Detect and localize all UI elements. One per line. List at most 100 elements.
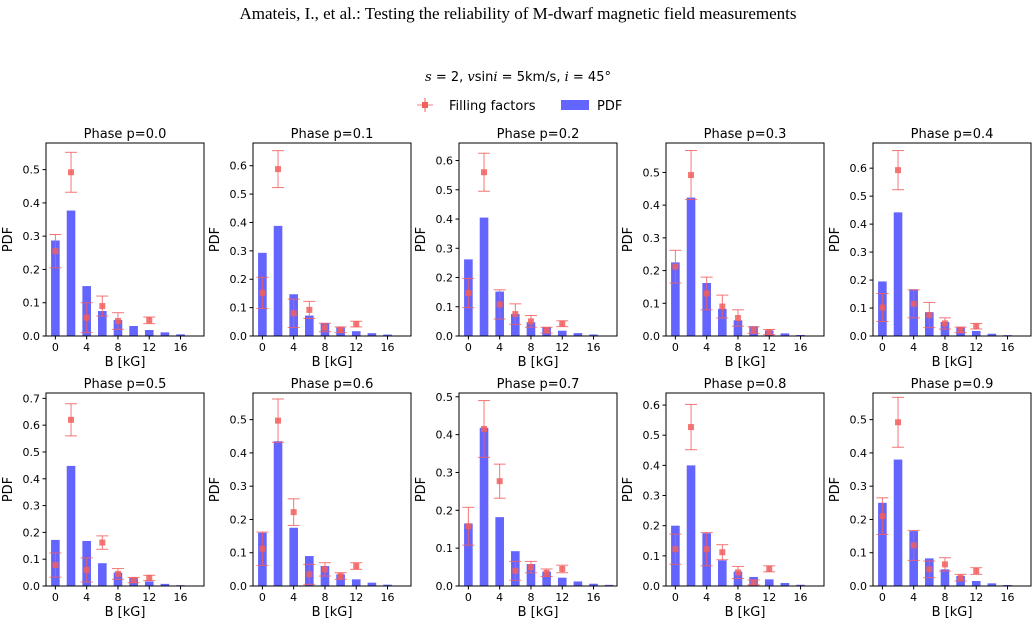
pdf-bar — [66, 210, 76, 336]
filling-marker — [496, 478, 503, 485]
y-tick-label: 0.6 — [850, 162, 868, 175]
filling-marker — [99, 539, 106, 546]
subplot-title: Phase p=0.3 — [704, 127, 787, 142]
filling-marker — [672, 263, 679, 270]
filling-marker — [83, 566, 90, 573]
pdf-bar — [273, 225, 283, 336]
x-tick-label: 12 — [349, 591, 363, 604]
filling-marker — [337, 326, 344, 333]
y-axis-label: PDF — [828, 477, 843, 502]
x-tick-label: 8 — [527, 341, 534, 354]
filling-marker — [766, 565, 773, 572]
y-axis-label: PDF — [1, 477, 16, 502]
filling-marker — [290, 509, 297, 516]
pdf-bar — [464, 523, 473, 586]
y-tick-label: 0.1 — [850, 302, 868, 315]
filling-marker — [527, 564, 534, 571]
subplot-title: Phase p=0.7 — [497, 377, 580, 392]
y-tick-label: 0.3 — [850, 246, 868, 259]
pdf-bar — [351, 331, 361, 336]
suptitle-part: i — [565, 70, 569, 85]
y-tick-label: 0.4 — [230, 216, 248, 229]
suptitle-part: i — [493, 70, 497, 85]
filling-marker — [688, 172, 695, 179]
filling-marker — [957, 326, 964, 333]
y-tick-label: 0.5 — [230, 188, 248, 201]
suptitle-part: = 5km/s, — [498, 70, 565, 85]
pdf-bar — [160, 332, 170, 336]
pdf-bar — [893, 459, 903, 586]
axes-frame — [458, 392, 618, 587]
x-tick-label: 0 — [879, 341, 886, 354]
subplots: 0 4 8 12 16 0.0 0.1 0.2 0.3 0.4 0.5 Phase p=0.0 B [k… — [1, 127, 1032, 620]
pdf-bar — [383, 334, 392, 336]
y-tick-label: 0.2 — [436, 504, 454, 517]
x-tick-label: 16 — [1001, 341, 1015, 354]
y-axis-label: PDF — [621, 227, 636, 252]
x-tick-label: 16 — [794, 591, 808, 604]
pdf-bar — [479, 217, 489, 336]
x-tick-label: 0 — [465, 591, 472, 604]
y-tick-label: 0.5 — [436, 391, 454, 404]
legend: Filling factors PDF — [417, 98, 622, 114]
suptitle-part: s — [425, 70, 432, 85]
y-tick-label: 0.0 — [850, 330, 868, 343]
filling-marker — [290, 310, 297, 317]
pdf-bar — [273, 441, 283, 586]
axes-frame — [252, 392, 412, 587]
y-tick-label: 0.4 — [436, 429, 454, 442]
x-tick-label: 12 — [969, 341, 983, 354]
suptitle-part: = 45° — [569, 70, 611, 85]
y-tick-label: 0.4 — [643, 199, 661, 212]
y-tick-label: 0.1 — [230, 547, 248, 560]
pdf-bar — [557, 330, 567, 336]
x-axis-label: B [kG] — [312, 355, 353, 370]
filling-marker — [353, 321, 360, 328]
pdf-bar — [98, 563, 107, 586]
pdf-bar — [604, 584, 614, 586]
pdf-bar — [971, 581, 981, 586]
y-tick-label: 0.3 — [230, 480, 248, 493]
filling-marker — [496, 301, 503, 308]
axes-frame — [665, 142, 825, 337]
pdf-bar — [129, 326, 138, 336]
y-tick-label: 0.0 — [436, 580, 454, 593]
filling-marker — [910, 300, 917, 307]
x-axis-label: B [kG] — [105, 605, 146, 620]
filling-marker — [481, 425, 488, 432]
x-tick-label: 0 — [52, 591, 59, 604]
y-tick-label: 0.2 — [643, 265, 661, 278]
x-tick-label: 16 — [794, 341, 808, 354]
x-tick-label: 16 — [381, 341, 395, 354]
y-tick-label: 0.1 — [643, 550, 661, 563]
y-axis-label: PDF — [621, 477, 636, 502]
y-axis-label: PDF — [414, 227, 429, 252]
filling-marker — [734, 569, 741, 576]
pdf-bar — [796, 584, 805, 586]
x-tick-label: 12 — [349, 341, 363, 354]
pdf-bar — [718, 308, 727, 336]
filling-marker — [275, 166, 282, 173]
axes-frame — [45, 142, 205, 337]
pdf-bar — [780, 333, 790, 336]
pdf-bar — [542, 571, 551, 586]
x-axis-label: B [kG] — [932, 355, 973, 370]
x-tick-label: 12 — [969, 591, 983, 604]
x-tick-label: 0 — [259, 341, 266, 354]
x-tick-label: 8 — [114, 341, 121, 354]
y-tick-label: 0.5 — [850, 414, 868, 427]
pdf-bar — [573, 333, 583, 336]
x-tick-label: 12 — [762, 341, 776, 354]
x-tick-label: 4 — [83, 341, 90, 354]
x-tick-label: 8 — [734, 341, 741, 354]
x-tick-label: 8 — [941, 591, 948, 604]
pdf-bar — [526, 564, 536, 586]
pdf-bar — [557, 577, 567, 586]
y-tick-label: 0.0 — [850, 580, 868, 593]
suptitle-part: sin — [475, 70, 494, 85]
x-tick-label: 4 — [703, 341, 710, 354]
pdf-bar — [686, 465, 696, 586]
filling-marker — [543, 569, 550, 576]
x-axis-label: B [kG] — [518, 355, 559, 370]
x-axis-label: B [kG] — [725, 605, 766, 620]
